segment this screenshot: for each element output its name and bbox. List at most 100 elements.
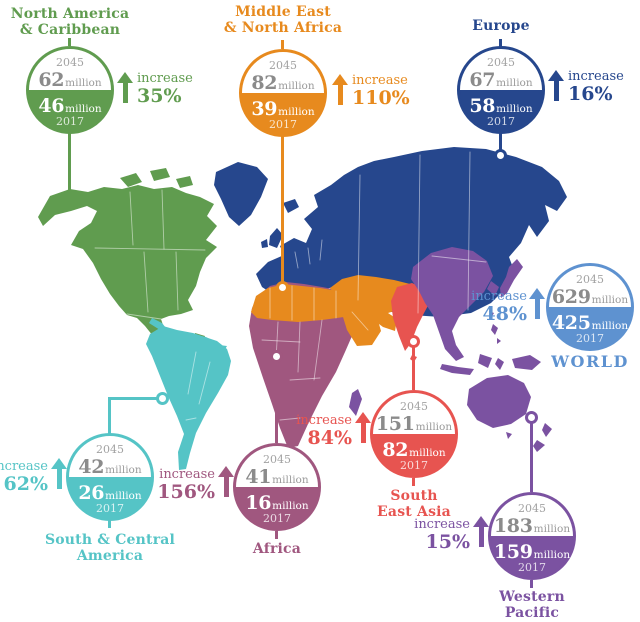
stat-circle: 2045 183million 159million 2017 [488, 492, 576, 580]
value-future-number: 42 [78, 456, 105, 478]
increase-value: 48% [482, 303, 528, 325]
million-label: million [496, 103, 533, 115]
region-title-line1: Middle East [235, 4, 331, 20]
value-present-number: 26 [78, 482, 105, 504]
year-present-label: 2017 [56, 115, 84, 128]
title-tick [275, 531, 278, 539]
connector-stem [412, 347, 415, 390]
increase-value: 35% [137, 85, 182, 107]
region-title-line1: Western [499, 589, 565, 605]
region-title: South & Central America [20, 532, 200, 564]
region-title: Europe [416, 18, 586, 34]
million-label: million [533, 523, 571, 535]
increase-indicator: increase 35% [137, 72, 207, 106]
region-title: Western Pacific [462, 589, 602, 621]
region-title-line1: Europe [472, 18, 530, 34]
increase-label: increase [352, 73, 408, 88]
year-future-label: 2045 [576, 273, 604, 286]
map-region-western-pacific [349, 247, 552, 452]
connector-terminus [494, 149, 507, 162]
stat-circle: 2045 151million 82million 2017 [370, 390, 458, 478]
title-tick [281, 40, 284, 49]
title-tick [530, 580, 533, 588]
increase-indicator: increase 15% [410, 518, 470, 552]
increase-value: 84% [307, 427, 353, 449]
value-future: 183million [491, 515, 573, 537]
stat-circle: 2045 67million 58million 2017 [457, 46, 545, 134]
title-tick [499, 39, 502, 47]
region-title: South East Asia [344, 488, 484, 520]
value-present: 26million [69, 482, 151, 504]
value-present: 16million [236, 492, 318, 514]
year-future-label: 2045 [400, 400, 428, 413]
connector-stem [530, 423, 533, 492]
stat-circle: 2045 82million 39million 2017 [239, 49, 327, 137]
million-label: million [272, 474, 309, 486]
increase-arrow-icon [473, 516, 489, 547]
million-label: million [409, 447, 446, 459]
value-future-number: 62 [38, 69, 65, 91]
year-present-label: 2017 [518, 561, 546, 574]
value-future-number: 82 [251, 72, 278, 94]
increase-indicator: increase 156% [145, 468, 215, 502]
value-present: 425million [549, 312, 631, 334]
connector-terminus [276, 281, 289, 294]
million-label: million [591, 294, 629, 306]
region-title: North America & Caribbean [0, 6, 160, 38]
value-future-number: 67 [469, 69, 496, 91]
world-label: WORLD [551, 352, 629, 371]
region-title: Middle East & North Africa [198, 4, 368, 36]
increase-label: increase [568, 69, 624, 84]
increase-value: 62% [3, 473, 49, 495]
connector-terminus [407, 335, 420, 348]
region-title-line1: South & Central [44, 532, 176, 548]
year-future-label: 2045 [96, 443, 124, 456]
region-title-line2: & Caribbean [19, 22, 121, 38]
year-present-label: 2017 [269, 118, 297, 131]
region-title-line2: America [76, 548, 144, 564]
value-present: 39million [242, 98, 324, 120]
value-present: 159million [491, 541, 573, 563]
value-present: 82million [373, 439, 455, 461]
increase-arrow-icon [51, 458, 67, 489]
title-tick [412, 478, 415, 486]
increase-label: increase [137, 71, 193, 86]
increase-arrow-icon [548, 70, 564, 101]
million-label: million [533, 549, 571, 561]
value-future: 41million [236, 466, 318, 488]
year-present-label: 2017 [487, 115, 515, 128]
million-label: million [105, 490, 142, 502]
value-future: 82million [242, 72, 324, 94]
title-tick [68, 38, 71, 46]
million-label: million [272, 500, 309, 512]
connector-stem-horizontal [110, 397, 160, 400]
value-present-number: 58 [469, 95, 496, 117]
value-future: 151million [373, 413, 455, 435]
million-label: million [496, 77, 533, 89]
increase-arrow-icon [218, 466, 234, 497]
region-title-line1: South [390, 488, 438, 504]
country-borders [94, 151, 487, 421]
year-future-label: 2045 [56, 56, 84, 69]
increase-label: increase [0, 459, 48, 474]
million-label: million [278, 80, 315, 92]
year-future-label: 2045 [487, 56, 515, 69]
increase-indicator: increase 110% [352, 74, 432, 108]
value-present-number: 82 [382, 439, 409, 461]
value-present: 46million [29, 95, 111, 117]
stat-circle: 2045 42million 26million 2017 [66, 433, 154, 521]
value-future: 42million [69, 456, 151, 478]
increase-indicator: increase 62% [0, 460, 48, 494]
stat-circle: 2045 41million 16million 2017 [233, 443, 321, 531]
million-label: million [278, 106, 315, 118]
value-future-number: 183 [493, 515, 533, 537]
value-future-number: 629 [551, 286, 591, 308]
increase-indicator: increase 16% [568, 70, 638, 104]
year-future-label: 2045 [518, 502, 546, 515]
increase-arrow-icon [355, 412, 371, 443]
value-present-number: 46 [38, 95, 65, 117]
million-label: million [65, 103, 102, 115]
increase-arrow-icon [332, 74, 348, 105]
